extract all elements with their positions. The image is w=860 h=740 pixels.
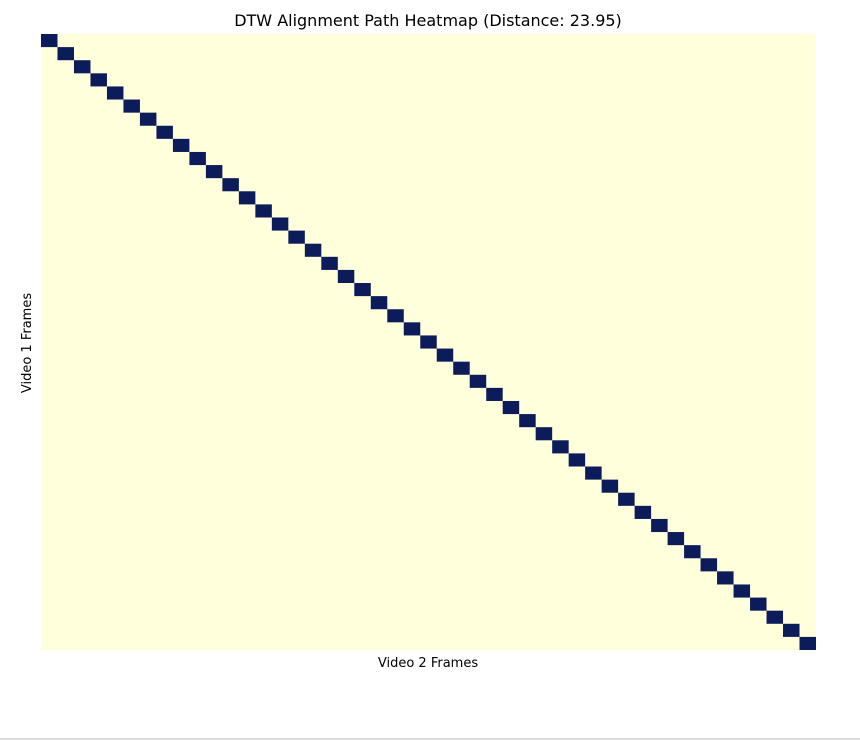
- bottom-divider: [0, 738, 860, 740]
- path-cell-2: [73, 60, 91, 74]
- path-cell-36: [634, 505, 652, 519]
- path-cell-29: [519, 414, 536, 428]
- path-cell-13: [255, 204, 272, 218]
- path-cell-12: [238, 191, 256, 205]
- path-cell-35: [618, 492, 635, 506]
- path-cell-27: [486, 387, 503, 401]
- path-cell-25: [453, 361, 470, 375]
- path-cell-10: [205, 165, 223, 179]
- path-cell-0: [41, 34, 58, 48]
- path-cell-45: [783, 623, 800, 637]
- path-cell-9: [189, 151, 206, 166]
- path-cell-4: [106, 86, 124, 100]
- path-cell-28: [502, 400, 520, 415]
- heatmap-plot-area: [41, 34, 816, 650]
- path-cell-26: [469, 374, 487, 388]
- path-cell-44: [766, 610, 784, 624]
- path-cell-17: [321, 256, 338, 270]
- y-axis-label: Video 1 Frames: [20, 293, 35, 393]
- path-cell-30: [535, 427, 553, 441]
- path-cell-1: [57, 47, 74, 61]
- path-cell-11: [222, 178, 239, 192]
- x-axis-label: Video 2 Frames: [378, 656, 478, 671]
- path-cell-40: [700, 558, 718, 572]
- path-cell-19: [354, 283, 371, 297]
- path-cell-42: [733, 584, 751, 598]
- path-cell-34: [601, 479, 619, 493]
- path-cell-41: [717, 571, 734, 585]
- alignment-path-cells: [41, 34, 816, 650]
- path-cell-7: [156, 125, 173, 139]
- path-cell-3: [90, 73, 107, 87]
- path-cell-38: [667, 532, 685, 546]
- path-cell-16: [304, 243, 322, 257]
- path-cell-39: [684, 545, 701, 559]
- path-cell-43: [750, 597, 767, 611]
- path-cell-5: [123, 99, 140, 113]
- path-cell-37: [651, 518, 668, 533]
- path-cell-22: [403, 322, 421, 336]
- path-cell-20: [370, 296, 388, 310]
- path-cell-15: [288, 230, 305, 244]
- path-cell-18: [337, 269, 355, 284]
- path-cell-24: [436, 348, 454, 362]
- path-cell-6: [139, 112, 157, 126]
- path-cell-14: [271, 217, 289, 231]
- path-cell-31: [552, 440, 569, 454]
- path-cell-46: [799, 636, 816, 650]
- path-cell-8: [172, 138, 190, 152]
- path-cell-33: [585, 466, 602, 480]
- chart-title: DTW Alignment Path Heatmap (Distance: 23…: [234, 11, 622, 30]
- path-cell-21: [387, 309, 404, 323]
- path-cell-32: [568, 453, 586, 467]
- path-cell-23: [420, 335, 437, 349]
